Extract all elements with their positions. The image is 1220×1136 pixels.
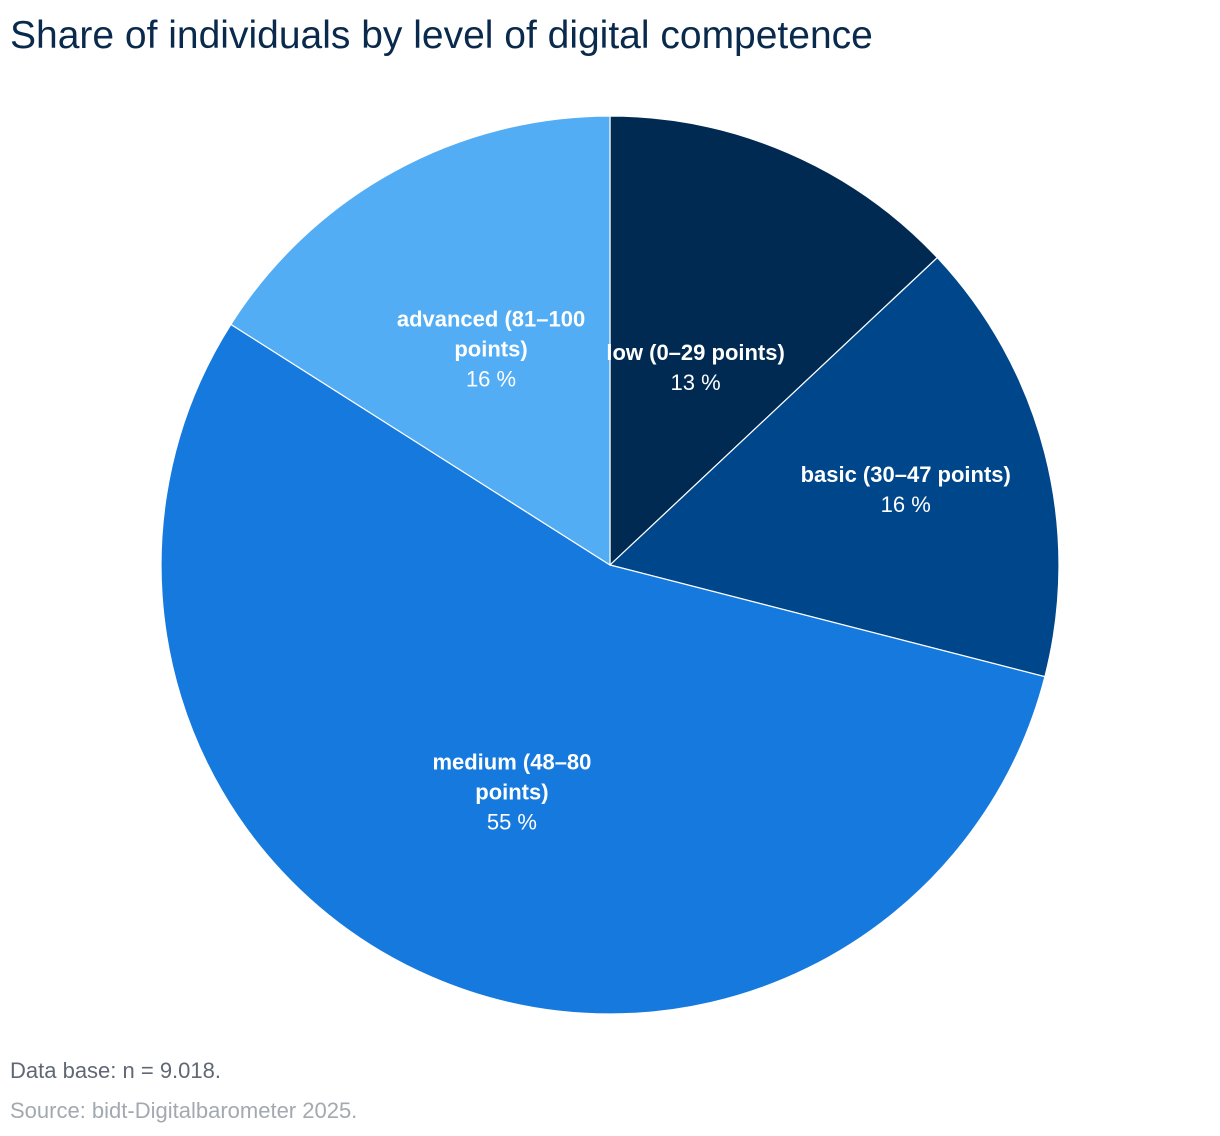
source-note: Source: bidt-Digitalbarometer 2025. <box>10 1098 358 1123</box>
slice-label-4: advanced (81–100 points) 16 % <box>397 307 585 392</box>
slice-label-1: low (0–29 points) 13 % <box>606 340 784 395</box>
slice-name-line: medium (48–80 <box>432 750 591 775</box>
pie-slice-3 <box>160 323 1046 1015</box>
slice-name-line: low (0–29 points) <box>606 340 784 365</box>
slice-label-3: medium (48–80 points) 55 % <box>432 750 591 835</box>
slice-name-line: basic (30–47 points) <box>801 462 1011 487</box>
slice-value-label: 16 % <box>466 367 516 392</box>
slice-value-label: 13 % <box>671 370 721 395</box>
pie-slice-4 <box>230 115 611 567</box>
slice-name-line: advanced (81–100 <box>397 307 585 332</box>
pie-slices <box>160 115 1060 1015</box>
slice-value-label: 55 % <box>487 810 537 835</box>
slice-name-line: points) <box>454 337 527 362</box>
chart-title: Share of individuals by level of digital… <box>10 14 873 57</box>
pie-slice-2 <box>608 256 1060 678</box>
pie-labels: low (0–29 points) 13 % basic (30–47 points… <box>397 307 1011 835</box>
pie-slice-1 <box>609 115 939 567</box>
slice-label-2: basic (30–47 points) 16 % <box>801 462 1011 517</box>
slice-value-label: 16 % <box>881 492 931 517</box>
data-base-note: Data base: n = 9.018. <box>10 1058 221 1083</box>
slice-name-line: points) <box>475 780 548 805</box>
